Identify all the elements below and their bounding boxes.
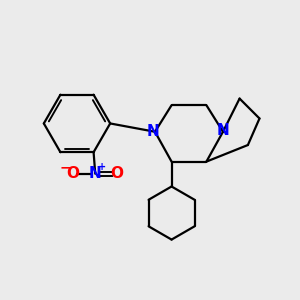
Text: −: − — [60, 160, 71, 174]
Text: N: N — [89, 166, 102, 181]
Text: N: N — [147, 124, 160, 139]
Text: O: O — [66, 166, 79, 181]
Text: N: N — [217, 123, 230, 138]
Text: +: + — [98, 162, 106, 172]
Text: O: O — [110, 166, 123, 181]
